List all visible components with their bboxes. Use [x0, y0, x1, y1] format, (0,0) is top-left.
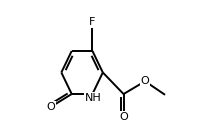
Text: NH: NH: [85, 93, 102, 103]
Text: F: F: [89, 17, 96, 27]
Text: O: O: [141, 76, 149, 86]
Text: O: O: [119, 112, 128, 122]
Text: O: O: [47, 102, 55, 112]
